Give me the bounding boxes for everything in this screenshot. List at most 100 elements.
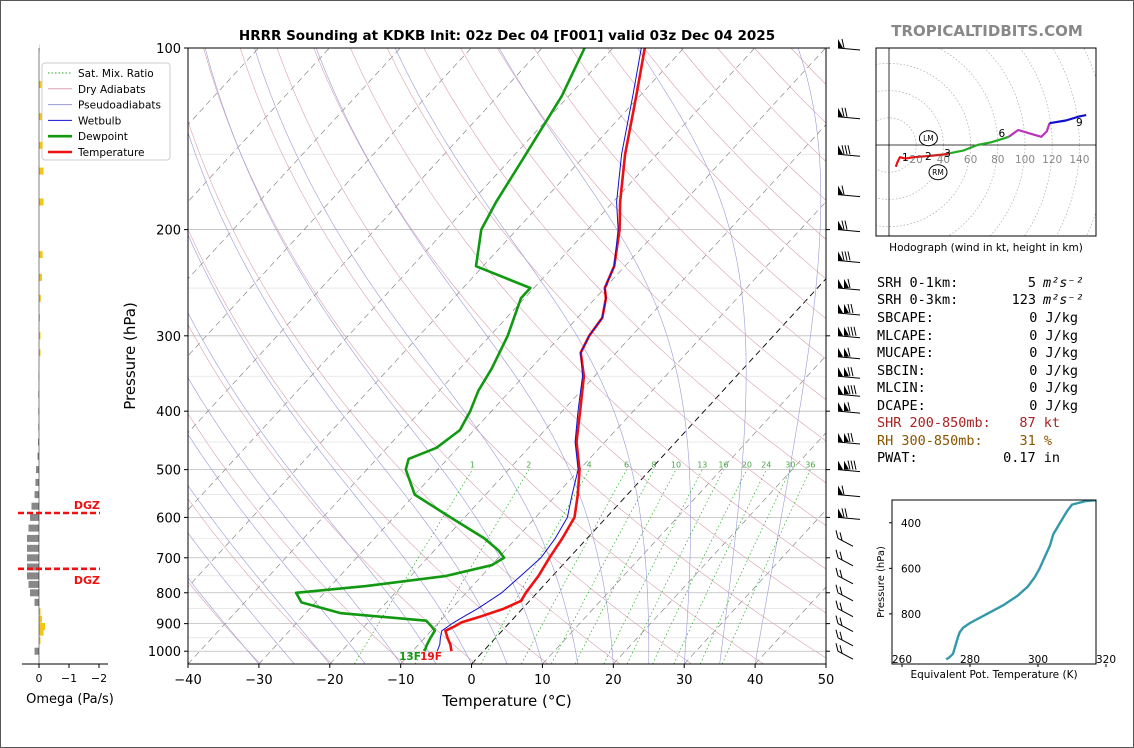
barb-feather	[848, 304, 850, 313]
theta-e-frame	[892, 500, 1096, 664]
omega-bar	[32, 503, 40, 510]
barb-feather	[848, 348, 850, 357]
x-tick-label: 50	[818, 673, 835, 688]
legend-label: Dewpoint	[78, 131, 128, 143]
omega-bar	[30, 589, 39, 596]
mixing-ratio-line-24	[674, 470, 767, 664]
barb-flag	[838, 367, 843, 376]
barb-feather	[848, 367, 850, 376]
theta-e-xlabel: Equivalent Pot. Temperature (K)	[910, 669, 1077, 681]
sounding-figure: HRRR Sounding at KDKB Init: 02z Dec 04 […	[0, 0, 1134, 748]
y-tick-label: 300	[156, 330, 181, 345]
hodograph-frame	[876, 48, 1096, 236]
barb-feather	[836, 630, 838, 638]
rh-value: 31 %	[1019, 433, 1052, 449]
barb-staff	[838, 376, 860, 378]
omega-bar	[39, 168, 44, 175]
wind-barb	[838, 348, 860, 359]
isotherm--50	[117, 48, 684, 664]
hodograph-series: 1 2 3 6 9 LM RM	[896, 115, 1086, 180]
pseudoadiabat-5	[165, 48, 507, 664]
barb-staff	[838, 651, 853, 659]
hodograph-caption: Hodograph (wind in kt, height in km)	[889, 242, 1083, 254]
wind-barb	[838, 251, 860, 262]
hodo-height-label: 9	[1076, 117, 1083, 129]
dry-adiabat-360	[424, 48, 1123, 664]
surface-temperature-label: 19F	[420, 651, 442, 663]
theta-e-y-tick-label: 400	[901, 518, 921, 530]
barb-feather	[845, 508, 847, 517]
srh01-unit: m²s⁻²	[1042, 275, 1084, 291]
barb-feather	[851, 304, 853, 313]
wind-barb	[836, 643, 853, 659]
barb-staff	[838, 313, 860, 315]
x-tick-label: 30	[676, 673, 693, 688]
omega-bar	[39, 199, 44, 206]
x-tick-label: −40	[174, 673, 201, 688]
dcape-value: 0 J/kg	[1029, 398, 1078, 414]
mixing-ratio-label: 1	[470, 461, 475, 470]
x-tick-label: −30	[245, 673, 272, 688]
barb-feather	[848, 402, 850, 411]
isotherm-0	[472, 48, 1039, 664]
barb-feather	[848, 385, 850, 394]
barb-flag	[838, 461, 843, 470]
dgz-label: DGZ	[74, 499, 100, 512]
barb-feather	[851, 461, 853, 470]
rh-label: RH 300-850mb:	[877, 433, 983, 449]
omega-bar	[35, 479, 39, 486]
wind-barb	[836, 601, 853, 617]
mixing-ratio-line-8	[551, 470, 654, 664]
hodo-ring-label: 60	[964, 154, 977, 166]
x-tick-label: 10	[534, 673, 551, 688]
wind-barb	[836, 568, 853, 584]
barb-staff	[838, 558, 853, 566]
omega-bar	[39, 81, 41, 88]
wind-barb	[836, 530, 853, 546]
brand-watermark: TROPICALTIDBITS.COM	[891, 22, 1083, 40]
omega-bar	[39, 113, 42, 120]
hodo-height-label: 2	[925, 151, 932, 163]
shr-value: 87 kt	[1019, 415, 1060, 431]
barb-staff	[838, 609, 853, 617]
barb-feather	[848, 433, 850, 442]
omega-bar	[27, 545, 39, 552]
omega-bar	[39, 142, 43, 149]
sbcin-label: SBCIN:	[877, 363, 926, 379]
barb-feather	[851, 385, 853, 394]
barb-staff	[838, 470, 860, 472]
isotherm-50	[826, 48, 1134, 664]
omega-bar	[39, 623, 45, 630]
srh03-unit: m²s⁻²	[1042, 292, 1084, 308]
wind-barb	[838, 486, 860, 497]
x-tick-label: −10	[387, 673, 414, 688]
omega-bar	[35, 599, 40, 606]
omega-bar	[39, 274, 42, 281]
wind-barb	[838, 385, 860, 396]
theta-e-line	[946, 500, 1099, 659]
theta-e-x-tick-label: 320	[1096, 654, 1116, 666]
barb-feather	[854, 327, 856, 336]
omega-bar	[30, 514, 39, 521]
barb-staff	[838, 593, 853, 601]
barb-feather	[842, 39, 844, 48]
barb-feather	[842, 486, 844, 495]
barb-staff	[838, 538, 853, 546]
barb-feather	[848, 327, 850, 336]
dry-adiabat-300	[204, 48, 692, 664]
series-wetbulb	[437, 48, 641, 651]
barb-feather	[845, 145, 847, 154]
barb-feather	[848, 251, 850, 260]
sbcape-label: SBCAPE:	[877, 310, 934, 326]
barb-staff	[838, 576, 853, 584]
omega-bar	[27, 572, 39, 579]
mixing-ratio-label: 6	[624, 461, 629, 470]
omega-bar	[27, 535, 39, 542]
pseudoadiabat-10	[205, 48, 542, 664]
barb-flag	[838, 385, 843, 394]
barb-staff	[838, 394, 860, 396]
pwat-value: 0.17 in	[1003, 450, 1060, 466]
indices-panel: SRH 0-1km: 5 m²s⁻² SRH 0-3km: 123 m²s⁻² …	[877, 275, 1084, 466]
hodo-ring-label: 140	[1069, 154, 1089, 166]
hodo-ring-label: 80	[991, 154, 1004, 166]
